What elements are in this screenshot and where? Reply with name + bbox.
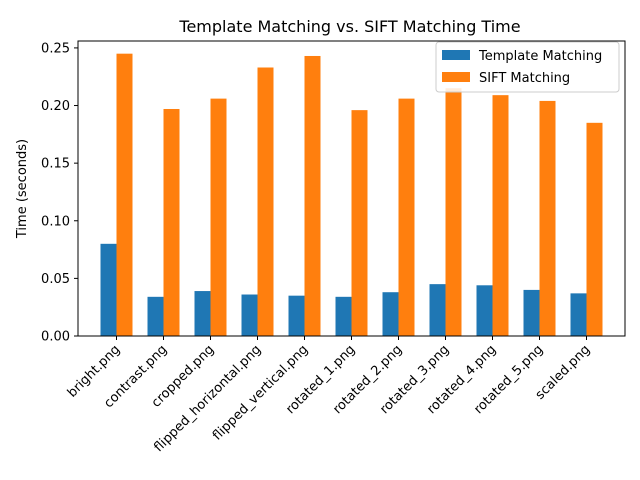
legend-label: SIFT Matching bbox=[479, 71, 570, 86]
sift-matching-bar bbox=[398, 98, 415, 336]
y-axis-label: Time (seconds) bbox=[15, 139, 30, 239]
sift-matching-bar bbox=[163, 108, 180, 336]
y-tick-label: 0.00 bbox=[41, 330, 70, 345]
legend-box bbox=[435, 41, 620, 93]
template-matching-bar bbox=[100, 243, 117, 336]
y-tick-label: 0.15 bbox=[41, 157, 70, 172]
sift-matching-bar bbox=[210, 98, 227, 336]
template-matching-bar bbox=[288, 295, 305, 336]
sift-matching-bar bbox=[445, 88, 462, 336]
template-matching-bar bbox=[382, 292, 399, 336]
template-matching-bar bbox=[523, 289, 540, 336]
template-matching-bar bbox=[429, 284, 446, 336]
sift-matching-bar bbox=[539, 100, 556, 336]
template-matching-bar bbox=[147, 296, 164, 336]
sift-matching-bar bbox=[586, 122, 603, 336]
y-tick-label: 0.25 bbox=[41, 41, 70, 56]
sift-matching-bar bbox=[492, 95, 509, 336]
sift-matching-bar bbox=[351, 110, 368, 336]
sift-matching-bar bbox=[257, 67, 274, 336]
y-tick-label: 0.20 bbox=[41, 99, 70, 114]
template-matching-bar bbox=[194, 291, 211, 336]
x-ticks-group: bright.pngcontrast.pngcropped.pngflipped… bbox=[65, 336, 593, 455]
sift-matching-bar bbox=[304, 55, 321, 336]
legend: Template Matching SIFT Matching bbox=[435, 41, 620, 93]
sift-matching-bar bbox=[116, 53, 133, 336]
y-tick-label: 0.10 bbox=[41, 214, 70, 229]
template-matching-bar bbox=[570, 293, 587, 336]
legend-swatch bbox=[442, 72, 470, 82]
bars-group bbox=[100, 53, 603, 336]
legend-swatch bbox=[442, 50, 470, 60]
y-tick-label: 0.05 bbox=[41, 272, 70, 287]
plot-frame bbox=[77, 40, 626, 337]
y-ticks-group: 0.00 0.05 0.10 0.15 0.20 0.25 bbox=[41, 41, 78, 345]
legend-label: Template Matching bbox=[478, 49, 602, 64]
template-matching-bar bbox=[241, 294, 258, 336]
chart-title: Template Matching vs. SIFT Matching Time bbox=[178, 17, 520, 36]
template-matching-bar bbox=[335, 296, 352, 336]
template-matching-bar bbox=[476, 285, 493, 336]
